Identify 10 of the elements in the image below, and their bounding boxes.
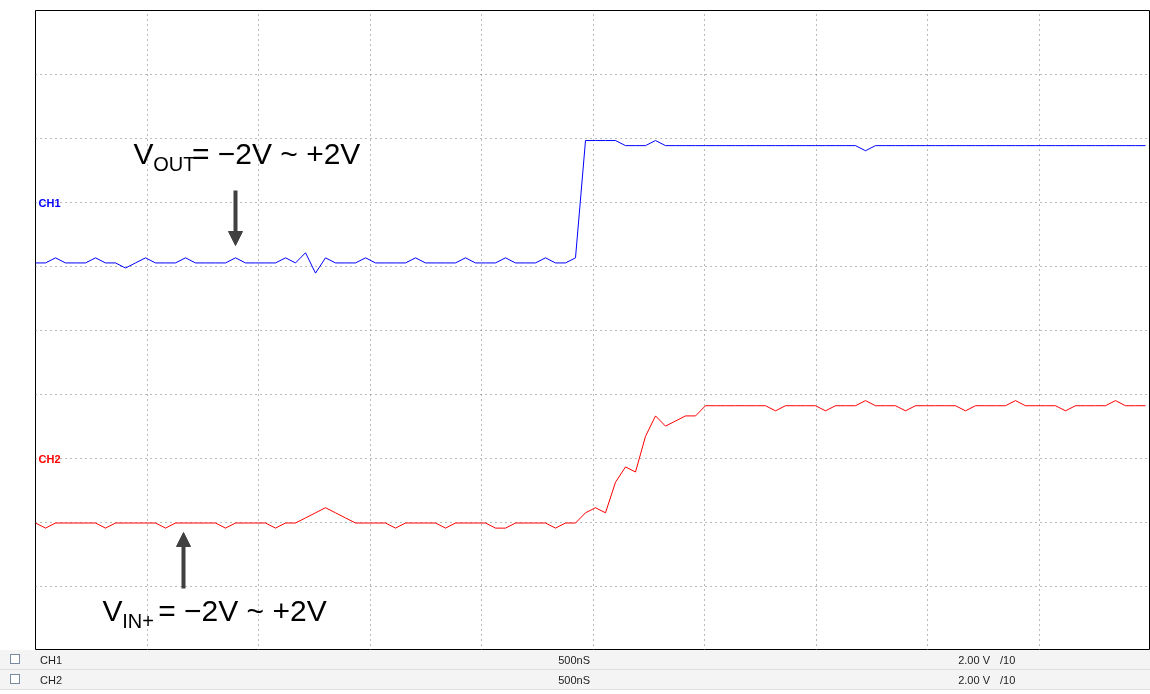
text: CH1 [40, 653, 63, 668]
text: /10 [1000, 673, 1016, 688]
text: CH1 [38, 196, 61, 209]
text: CH2 [38, 452, 61, 465]
text: 2.00 V [958, 673, 990, 688]
text: 500nS [558, 673, 590, 688]
text: 500nS [558, 653, 590, 668]
text: 2.00 V [958, 653, 990, 668]
text: /10 [1000, 653, 1016, 668]
text: CH2 [40, 673, 63, 688]
